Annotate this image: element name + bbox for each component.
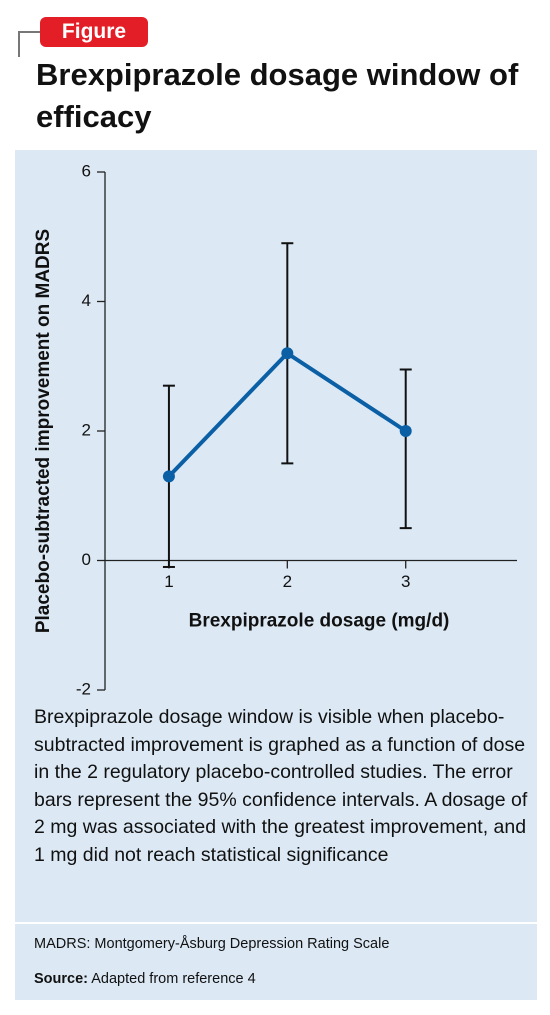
point	[399, 425, 412, 437]
point	[281, 347, 294, 360]
y-tick-label: 6	[82, 161, 91, 180]
bracket	[18, 31, 42, 57]
panel	[15, 150, 537, 1000]
x-tick-label: 2	[283, 572, 292, 591]
point	[162, 470, 175, 483]
y-tick-label: -2	[76, 679, 91, 698]
x-axis-label: Brexpiprazole dosage (mg/d)	[189, 611, 450, 632]
badge: Figure	[40, 17, 148, 47]
y-tick-label: 4	[82, 291, 91, 310]
footnote: MADRS: Montgomery-Åsburg Depression Rati…	[34, 936, 390, 952]
x-tick-label: 1	[164, 572, 173, 591]
caption: Brexpiprazole dosage window is visible w…	[34, 706, 528, 866]
chart-title: Brexpiprazole dosage window of efficacy	[36, 57, 519, 134]
x-tick-label: 3	[401, 572, 410, 591]
source-text: Adapted from reference 4	[91, 971, 256, 987]
y-axis-label: Placebo-subtracted improvement on MADRS	[33, 229, 54, 633]
y-tick-label: 0	[82, 550, 91, 569]
separator	[15, 922, 537, 924]
source-label: Source:	[34, 971, 88, 987]
source: Source: Adapted from reference 4	[34, 971, 256, 987]
y-tick-label: 2	[82, 420, 91, 439]
